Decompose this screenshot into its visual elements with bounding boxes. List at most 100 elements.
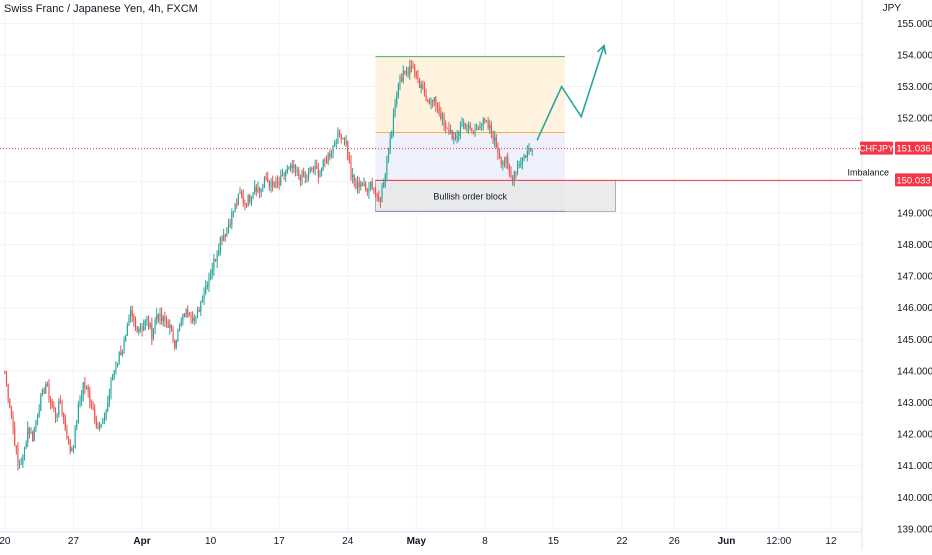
candle xyxy=(250,195,252,206)
candle xyxy=(381,182,383,203)
candle-body xyxy=(275,181,277,187)
candle xyxy=(477,125,479,131)
symbol-badge-bg xyxy=(860,141,893,155)
price-tick-label: 147.000 xyxy=(897,272,932,283)
candle-body xyxy=(170,325,172,329)
price-tick-label: 149.000 xyxy=(897,208,932,219)
candle-body xyxy=(32,432,34,442)
candle-body xyxy=(520,163,522,165)
candle-body xyxy=(263,176,266,185)
projection-line xyxy=(536,45,605,141)
candle xyxy=(494,130,496,148)
candle-body xyxy=(443,115,445,125)
time-tick-label: 8 xyxy=(482,536,488,547)
candle-body xyxy=(74,427,76,449)
candle xyxy=(77,400,79,424)
candle-body xyxy=(128,317,130,326)
candle-body xyxy=(35,421,37,429)
candle xyxy=(214,258,217,262)
candle xyxy=(283,171,285,181)
candle xyxy=(518,160,520,169)
candle-body xyxy=(456,135,458,139)
candle xyxy=(290,162,292,172)
candle-body xyxy=(102,419,104,425)
candle xyxy=(161,307,163,325)
candle xyxy=(516,160,519,176)
candle-body xyxy=(110,379,112,394)
candle-body xyxy=(383,182,385,188)
candle-body xyxy=(149,323,151,328)
candle-body xyxy=(236,204,238,206)
candle-body xyxy=(370,181,372,189)
candle xyxy=(126,322,128,337)
candle-body xyxy=(61,403,63,414)
candle xyxy=(72,445,75,454)
candle xyxy=(172,325,174,343)
candle xyxy=(438,101,440,117)
candle xyxy=(492,130,494,145)
candle-body xyxy=(332,145,334,154)
candle-body xyxy=(260,189,262,192)
candle-body xyxy=(412,66,414,68)
price-tick-label: 145.000 xyxy=(897,335,932,346)
candle-body xyxy=(303,171,305,177)
candle-body xyxy=(521,157,523,164)
candle xyxy=(143,319,145,332)
candle xyxy=(232,210,235,218)
candle-body xyxy=(394,104,396,115)
price-badge-bg xyxy=(895,141,932,155)
candle xyxy=(203,287,205,306)
candle-body xyxy=(177,329,179,342)
time-tick-label: 26 xyxy=(669,536,681,547)
candle-body xyxy=(461,123,463,127)
candle-body xyxy=(41,389,44,396)
candle xyxy=(394,98,396,118)
candle-body xyxy=(420,84,422,88)
candle-body xyxy=(438,108,440,113)
candle xyxy=(528,143,530,156)
candle-body xyxy=(97,426,99,429)
candle-body xyxy=(198,310,200,312)
candle xyxy=(200,300,202,317)
candle xyxy=(19,459,21,469)
candle-body xyxy=(278,183,280,186)
candle xyxy=(425,88,427,102)
target-zone xyxy=(375,56,565,133)
candle xyxy=(325,155,328,164)
candle xyxy=(507,152,509,170)
candle-body xyxy=(476,128,478,130)
time-tick-label: May xyxy=(407,536,427,547)
candle xyxy=(41,388,44,397)
candle xyxy=(152,328,155,341)
candle-body xyxy=(116,362,119,368)
time-tick-label: Jun xyxy=(718,536,736,547)
candle xyxy=(20,457,22,465)
candle xyxy=(500,156,502,168)
candle-body xyxy=(402,70,404,82)
candle xyxy=(169,319,171,335)
candle-body xyxy=(466,127,468,129)
candle xyxy=(474,123,476,137)
candle-body xyxy=(417,76,419,79)
time-tick-label: 12 xyxy=(825,536,837,547)
candle-body xyxy=(146,317,148,321)
candle xyxy=(125,334,127,343)
candle-body xyxy=(89,391,91,403)
candle-body xyxy=(337,131,339,143)
candle xyxy=(51,398,53,409)
candle xyxy=(46,381,48,387)
candle-body xyxy=(502,161,504,165)
candle xyxy=(374,186,377,198)
candle xyxy=(294,164,297,177)
candle-body xyxy=(350,161,352,178)
candle-body xyxy=(108,393,110,403)
candle xyxy=(505,155,507,169)
candle xyxy=(162,314,164,327)
current-price-badge: CHFJPY 151.036 xyxy=(859,141,932,155)
candle-body xyxy=(30,432,32,434)
candle-body xyxy=(316,166,318,169)
candle-body xyxy=(500,157,502,165)
candle-body xyxy=(376,193,378,197)
